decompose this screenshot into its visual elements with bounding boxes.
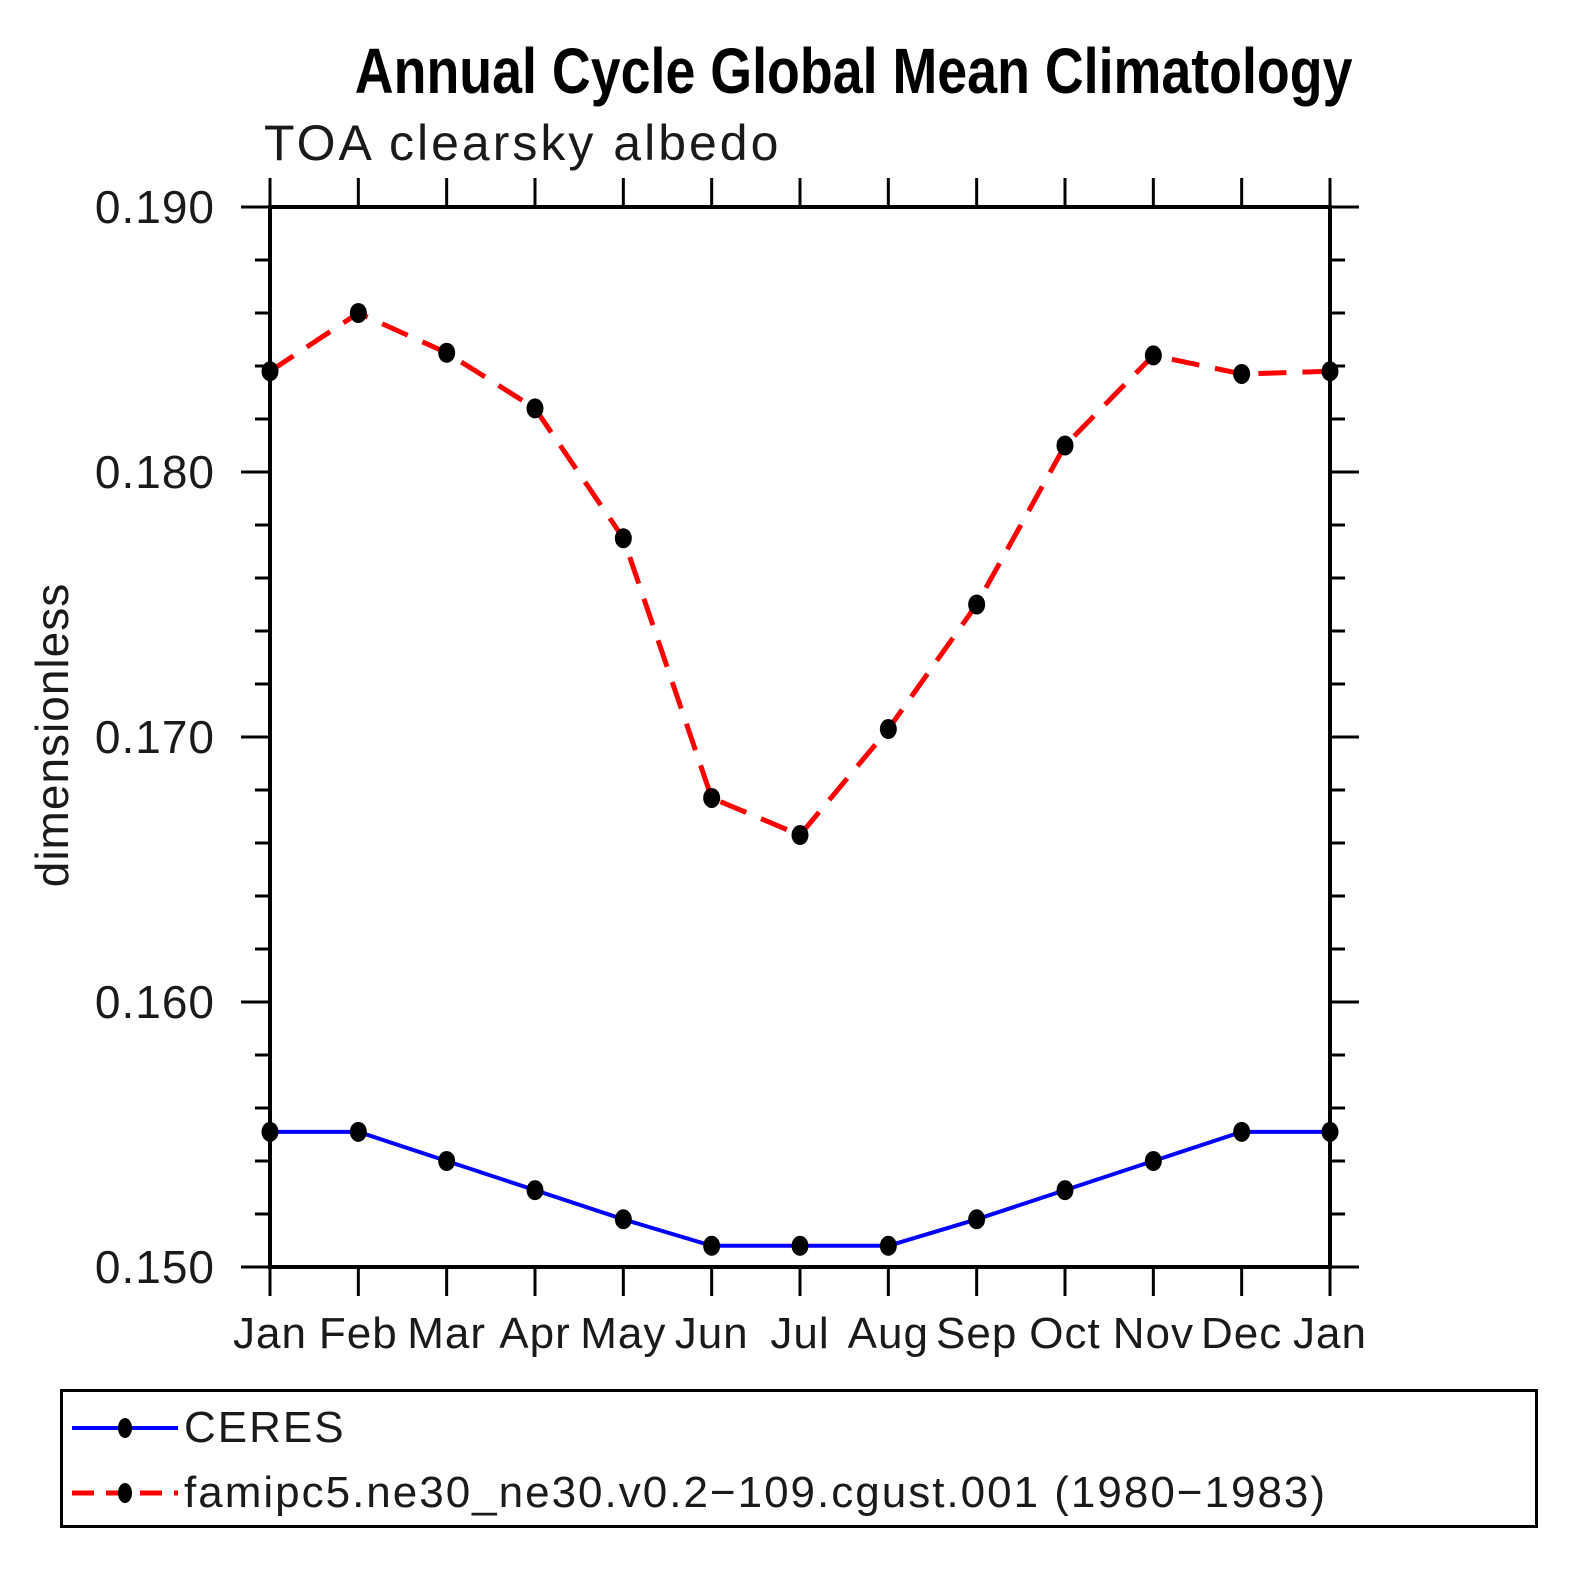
data-point-0-7	[879, 1235, 897, 1256]
y-tick-label: 0.160	[95, 976, 215, 1028]
data-point-0-1	[349, 1121, 367, 1142]
data-point-0-11	[1233, 1121, 1251, 1142]
x-tick-label: May	[580, 1309, 666, 1358]
x-tick-label: Jan	[1293, 1309, 1367, 1358]
ceres-line-marker-icon	[72, 1418, 178, 1438]
series-line-0	[270, 1129, 1330, 1248]
legend-item-ceres: CERES	[68, 1403, 346, 1452]
data-point-0-3	[526, 1180, 544, 1201]
x-tick-label: Jan	[233, 1309, 307, 1358]
data-point-1-6	[791, 825, 809, 846]
y-tick-label: 0.180	[95, 446, 215, 498]
legend-label-ceres: CERES	[184, 1403, 346, 1452]
legend-box: CERES famipc5.ne30_ne30.v0.2−109.cgust.0…	[60, 1389, 1538, 1528]
x-tick-label: Dec	[1201, 1309, 1282, 1358]
data-point-0-6	[791, 1235, 809, 1256]
x-tick-label: Feb	[319, 1309, 398, 1358]
data-point-1-9	[1056, 435, 1074, 456]
x-tick-label: Jul	[770, 1309, 829, 1358]
y-tick-label: 0.170	[95, 711, 215, 763]
data-point-0-10	[1144, 1151, 1162, 1171]
legend-item-model: famipc5.ne30_ne30.v0.2−109.cgust.001 (19…	[68, 1468, 1327, 1517]
chart-subtitle: TOA clearsky albedo	[264, 115, 782, 171]
data-point-1-8	[968, 594, 986, 615]
data-point-1-2	[438, 342, 456, 363]
legend-label-model: famipc5.ne30_ne30.v0.2−109.cgust.001 (19…	[184, 1468, 1328, 1517]
model-dashed-line-marker-icon	[72, 1483, 178, 1503]
x-tick-label: Mar	[407, 1309, 486, 1358]
data-point-1-4	[614, 528, 632, 549]
data-point-0-4	[614, 1209, 632, 1230]
y-tick-label: 0.190	[95, 181, 215, 233]
x-tick-label: Sep	[936, 1309, 1017, 1358]
y-tick-label: 0.150	[95, 1241, 215, 1293]
series-line-1	[268, 310, 1331, 839]
data-point-0-5	[703, 1235, 721, 1256]
x-tick-label: Aug	[848, 1309, 929, 1358]
data-point-1-10	[1144, 345, 1162, 366]
x-tick-label: Nov	[1113, 1309, 1194, 1358]
x-tick-label: Oct	[1029, 1309, 1100, 1358]
plot-frame	[268, 205, 1332, 1269]
data-point-0-9	[1056, 1180, 1074, 1201]
chart-title: Annual Cycle Global Mean Climatology	[354, 35, 1353, 107]
x-tick-label: Apr	[499, 1309, 570, 1358]
data-point-1-3	[526, 398, 544, 419]
data-point-0-2	[438, 1151, 456, 1171]
data-point-1-1	[349, 303, 367, 323]
x-tick-label: Jun	[675, 1309, 749, 1358]
data-point-1-11	[1233, 363, 1251, 384]
data-point-0-8	[968, 1209, 986, 1230]
data-point-1-7	[879, 719, 897, 740]
data-point-1-5	[703, 787, 721, 808]
